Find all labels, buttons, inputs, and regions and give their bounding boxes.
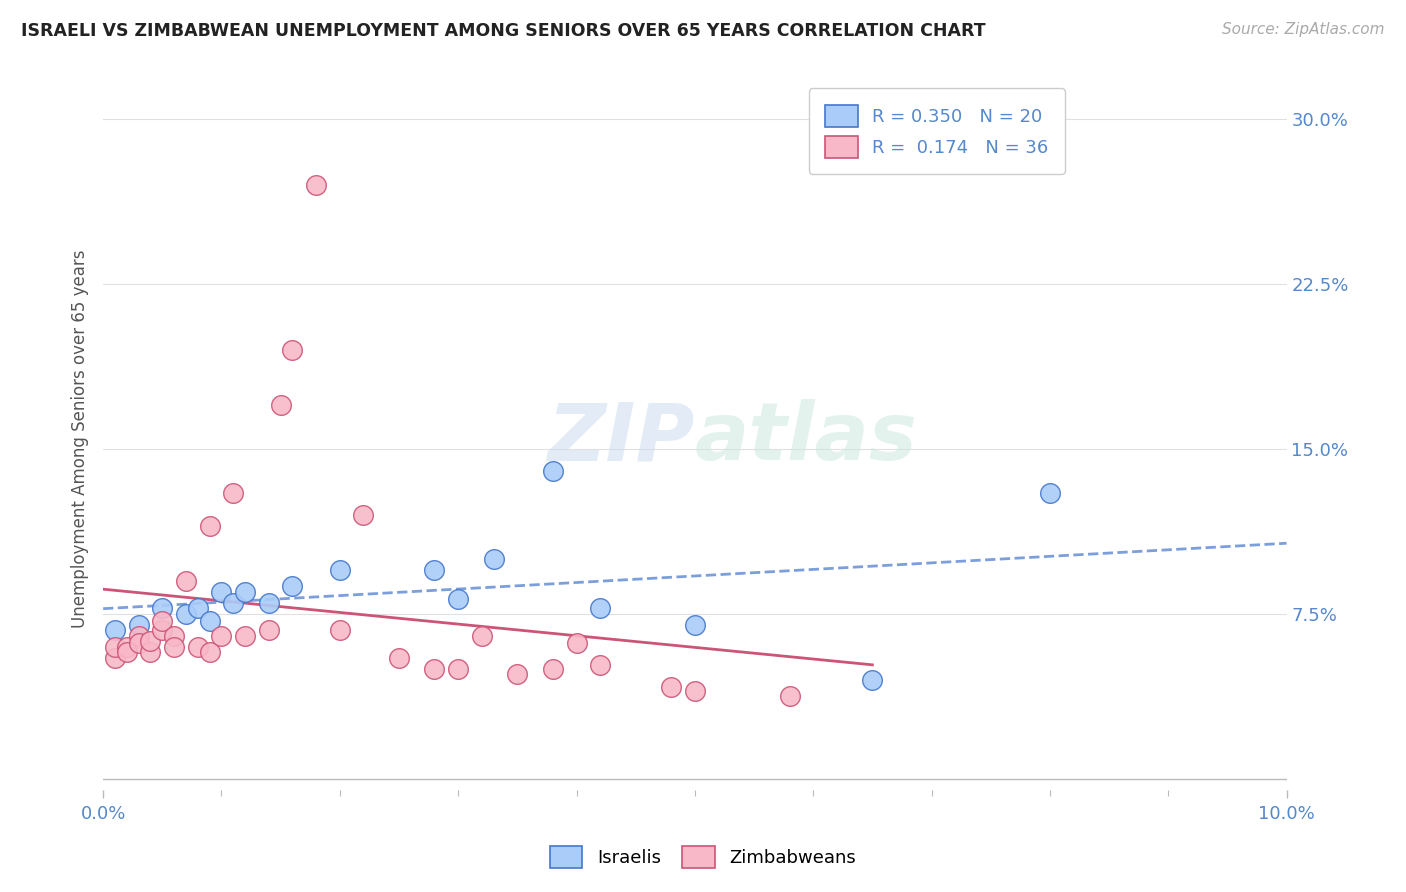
Point — [423, 662, 446, 676]
Point — [305, 178, 328, 193]
Point — [115, 645, 138, 659]
Point — [506, 666, 529, 681]
Text: ISRAELI VS ZIMBABWEAN UNEMPLOYMENT AMONG SENIORS OVER 65 YEARS CORRELATION CHART: ISRAELI VS ZIMBABWEAN UNEMPLOYMENT AMONG… — [21, 22, 986, 40]
Point — [659, 680, 682, 694]
Point — [423, 563, 446, 577]
Point — [187, 640, 209, 655]
Legend: R = 0.350   N = 20, R =  0.174   N = 36: R = 0.350 N = 20, R = 0.174 N = 36 — [808, 88, 1064, 174]
Legend: Israelis, Zimbabweans: Israelis, Zimbabweans — [538, 835, 868, 879]
Point — [222, 596, 245, 610]
Point — [541, 662, 564, 676]
Point — [860, 673, 883, 688]
Point — [104, 651, 127, 665]
Point — [270, 398, 292, 412]
Point — [211, 585, 233, 599]
Point — [150, 623, 173, 637]
Point — [447, 591, 470, 606]
Text: ZIP: ZIP — [547, 400, 695, 477]
Point — [198, 614, 221, 628]
Point — [150, 600, 173, 615]
Point — [541, 464, 564, 478]
Point — [388, 651, 411, 665]
Point — [329, 563, 352, 577]
Point — [163, 629, 186, 643]
Point — [482, 552, 505, 566]
Point — [104, 623, 127, 637]
Point — [683, 684, 706, 698]
Point — [198, 645, 221, 659]
Point — [329, 623, 352, 637]
Point — [139, 645, 162, 659]
Point — [779, 689, 801, 703]
Point — [1039, 486, 1062, 500]
Point — [211, 629, 233, 643]
Point — [174, 574, 197, 589]
Point — [163, 640, 186, 655]
Point — [187, 600, 209, 615]
Point — [471, 629, 494, 643]
Point — [128, 629, 150, 643]
Text: Source: ZipAtlas.com: Source: ZipAtlas.com — [1222, 22, 1385, 37]
Text: atlas: atlas — [695, 400, 918, 477]
Point — [353, 508, 375, 523]
Point — [565, 636, 588, 650]
Point — [198, 519, 221, 533]
Y-axis label: Unemployment Among Seniors over 65 years: Unemployment Among Seniors over 65 years — [72, 249, 89, 628]
Point — [589, 657, 612, 672]
Point — [222, 486, 245, 500]
Point — [233, 629, 256, 643]
Point — [257, 623, 280, 637]
Point — [281, 343, 304, 358]
Point — [128, 618, 150, 632]
Point — [115, 640, 138, 655]
Point — [257, 596, 280, 610]
Point — [174, 607, 197, 622]
Point — [128, 636, 150, 650]
Point — [139, 633, 162, 648]
Point — [150, 614, 173, 628]
Point — [683, 618, 706, 632]
Point — [281, 579, 304, 593]
Point — [104, 640, 127, 655]
Point — [447, 662, 470, 676]
Point — [233, 585, 256, 599]
Point — [589, 600, 612, 615]
